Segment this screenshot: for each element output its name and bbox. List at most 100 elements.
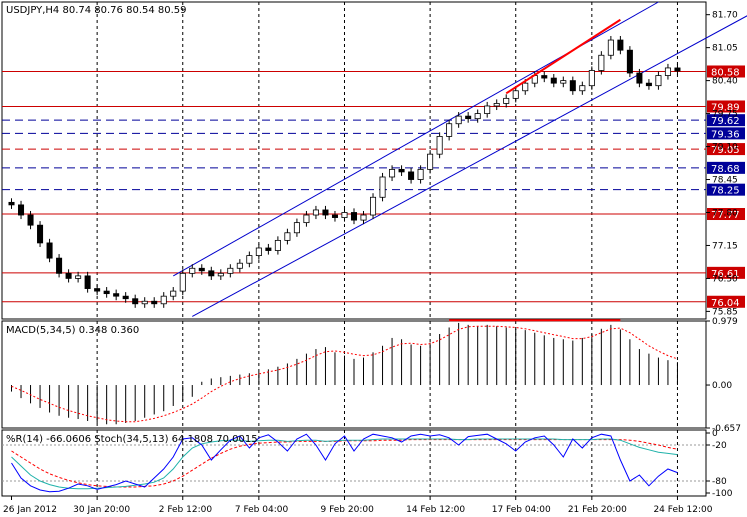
macd-header: MACD(5,34,5) 0.348 0.360: [6, 325, 139, 336]
level-tag-label: 80.58: [711, 67, 740, 78]
candle-body: [179, 272, 186, 292]
candle-body: [65, 272, 72, 279]
macd-signal-line: [11, 325, 678, 423]
candle-body: [436, 136, 443, 155]
candle-body: [37, 224, 44, 244]
x-tick-label: 17 Feb 04:00: [492, 505, 551, 515]
candle-body: [236, 262, 243, 269]
candle-body: [664, 67, 671, 76]
candle-body: [522, 82, 529, 92]
candle-body: [484, 105, 491, 114]
x-tick-label: 26 Jan 2012: [3, 505, 57, 515]
candle-body: [379, 176, 386, 198]
x-tick-label: 9 Feb 20:00: [320, 505, 374, 515]
candle-body: [103, 290, 110, 295]
candle-body: [512, 90, 519, 99]
candle-body: [151, 300, 158, 305]
stoch-y-tick-label: -100: [712, 489, 733, 499]
x-tick-label: 2 Feb 12:00: [159, 505, 213, 515]
candle-body: [350, 212, 358, 221]
price-panel-frame: [1, 1, 707, 320]
candle-body: [560, 80, 567, 84]
level-tag-label: 76.61: [711, 269, 740, 280]
candle-body: [265, 247, 272, 251]
candle-body: [322, 209, 329, 216]
stoch-y-tick-label: -80: [712, 477, 727, 487]
candle-body: [341, 212, 348, 218]
x-tick-label: 21 Feb 20:00: [568, 505, 627, 515]
grid-layer: [96, 2, 678, 496]
williams-r-line: [11, 433, 678, 493]
candle-body: [617, 39, 624, 51]
level-tag-box: [707, 295, 745, 308]
stoch-main-line: [11, 438, 678, 490]
candle-body: [474, 113, 481, 120]
candle-body: [636, 72, 643, 84]
level-tag-box: [707, 114, 745, 127]
level-tag-box: [707, 143, 745, 156]
candle-body: [18, 204, 25, 216]
candle-body: [550, 77, 557, 84]
level-tag-label: 77.77: [711, 210, 740, 221]
x-tick-label: 7 Feb 04:00: [235, 505, 289, 515]
candle-body: [84, 275, 91, 289]
candle-body: [293, 222, 300, 234]
macd-layer: [11, 319, 678, 425]
candle-body: [674, 67, 681, 72]
candle-body: [160, 295, 167, 305]
candle-body: [217, 272, 224, 277]
candle-body: [446, 123, 453, 137]
candle-body: [655, 75, 662, 87]
x-tick-label: 14 Feb 12:00: [406, 505, 465, 515]
price-y-tick-label: 77.15: [712, 241, 738, 251]
candle-body: [94, 288, 101, 292]
candle-body: [246, 255, 253, 264]
price-y-tick-label: 76.50: [712, 274, 738, 284]
candle-body: [417, 168, 424, 180]
candle-body: [331, 214, 338, 218]
candle-body: [8, 201, 15, 206]
price-y-tick-label: 81.70: [712, 11, 738, 21]
candle-body: [588, 70, 595, 87]
candle-body: [198, 267, 205, 272]
candle-body: [141, 300, 148, 305]
candle-body: [75, 275, 82, 279]
channel-line: [192, 15, 747, 317]
candle-body: [113, 293, 120, 297]
candle-body: [255, 247, 262, 257]
price-y-tick-label: 79.10: [712, 143, 738, 153]
candle-body: [370, 196, 377, 216]
candle-body: [274, 239, 281, 251]
candle-body: [408, 171, 415, 180]
level-tag-box: [707, 208, 745, 221]
candle-body: [645, 82, 652, 87]
candle-body: [465, 115, 472, 120]
level-tag-label: 79.62: [711, 116, 740, 127]
level-tag-box: [707, 266, 745, 279]
candle-body: [389, 168, 396, 178]
macd-y-tick-label: 0.979: [712, 317, 738, 327]
macd-y-tick-label: 0.00: [712, 381, 732, 391]
candle-body: [626, 49, 633, 74]
candle-body: [398, 168, 405, 173]
candle-body: [427, 153, 434, 170]
stoch-y-tick-label: 0: [712, 429, 718, 439]
level-tag-box: [707, 65, 745, 78]
stoch-header: %R(14) -66.0606 Stoch(34,5,13) 64.1808 7…: [6, 434, 258, 445]
stoch-layer: [2, 433, 706, 493]
candle-body: [312, 209, 319, 216]
level-tag-box: [707, 100, 745, 113]
price-y-tick-label: 79.75: [712, 110, 738, 120]
level-tag-box: [707, 161, 745, 174]
candle-body: [122, 295, 129, 300]
candle-body: [303, 214, 310, 224]
level-tag-label: 76.04: [711, 298, 740, 309]
red-trend-line: [505, 18, 621, 95]
candle-body: [56, 257, 63, 274]
level-tag-box: [707, 127, 745, 140]
candle-body: [27, 214, 34, 226]
level-tag-label: 78.25: [711, 186, 740, 197]
candle-body: [569, 80, 576, 92]
